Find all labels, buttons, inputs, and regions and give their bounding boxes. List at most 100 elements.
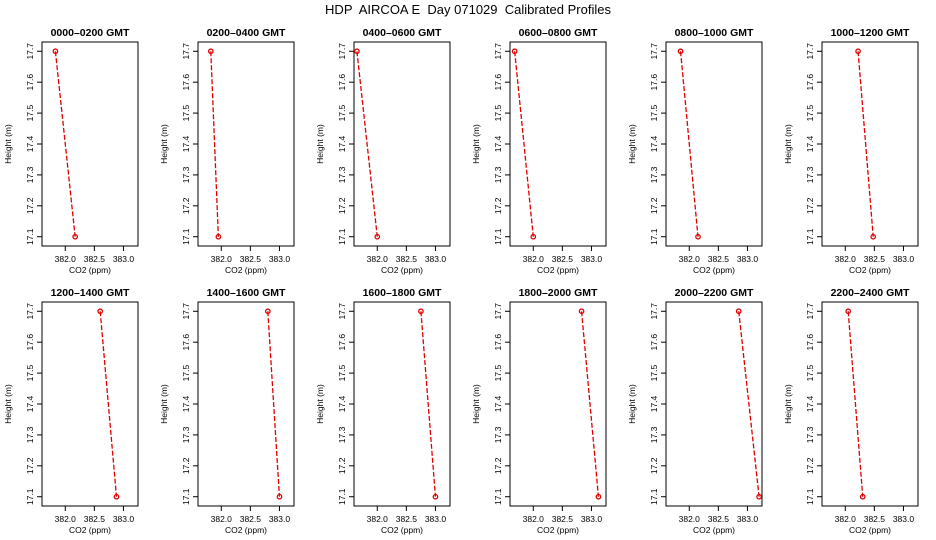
panel-title: 2000–2200 GMT — [675, 287, 754, 299]
x-tick-label: 382.5 — [84, 514, 106, 524]
plot-frame — [665, 41, 763, 247]
y-tick-label: 17.1 — [181, 228, 191, 245]
x-axis-label: CO2 (ppm) — [69, 265, 111, 275]
y-tick-label: 17.3 — [805, 426, 815, 443]
panel-title: 1800–2000 GMT — [519, 287, 598, 299]
profile-line — [738, 311, 760, 497]
y-tick-label: 17.4 — [805, 135, 815, 152]
data-point — [756, 493, 762, 500]
y-tick-label: 17.2 — [649, 197, 659, 214]
plot-frame — [665, 301, 763, 507]
y-tick-label: 17.5 — [805, 105, 815, 122]
y-tick-label: 17.7 — [337, 43, 347, 60]
y-tick-label: 17.3 — [493, 426, 503, 443]
y-tick-label: 17.6 — [181, 334, 191, 351]
panel-title: 1400–1600 GMT — [207, 287, 286, 299]
y-tick-label: 17.3 — [337, 426, 347, 443]
x-tick-label: 382.0 — [679, 514, 701, 524]
panel-7: 1200–1400 GMT 382.0 382.5 383.0 17.1 17.2 17.3… — [3, 287, 139, 535]
y-axis-label: Height (m) — [471, 124, 481, 164]
y-tick-label: 17.2 — [493, 197, 503, 214]
panel-1: 0000–0200 GMT 382.0 382.5 383.0 17.1 17.2 17.3… — [3, 27, 139, 275]
x-tick-label: 382.5 — [240, 254, 262, 264]
x-tick-label: 382.5 — [864, 514, 886, 524]
plot-frame — [821, 301, 919, 507]
panel-3: 0400–0600 GMT 382.0 382.5 383.0 17.1 17.2 17.3… — [315, 27, 451, 275]
panel-12: 2200–2400 GMT 382.0 382.5 383.0 17.1 17.2 17.3… — [783, 287, 919, 535]
x-tick-label: 383.0 — [737, 254, 759, 264]
y-tick-label: 17.4 — [25, 135, 35, 152]
y-axis-label: Height (m) — [783, 384, 793, 424]
x-tick-label: 383.0 — [269, 254, 291, 264]
y-tick-label: 17.2 — [649, 457, 659, 474]
y-axis-label: Height (m) — [159, 384, 169, 424]
panel-title: 0800–1000 GMT — [675, 27, 754, 39]
x-axis-label: CO2 (ppm) — [537, 525, 579, 535]
y-tick-label: 17.1 — [181, 488, 191, 505]
y-tick-label: 17.3 — [181, 166, 191, 183]
x-tick-label: 382.5 — [708, 514, 730, 524]
y-tick-label: 17.5 — [181, 365, 191, 382]
panel-5: 0800–1000 GMT 382.0 382.5 383.0 17.1 17.2 17.3… — [627, 27, 763, 275]
y-tick-label: 17.7 — [181, 43, 191, 60]
y-tick-label: 17.2 — [181, 457, 191, 474]
data-point — [432, 493, 439, 500]
y-tick-label: 17.7 — [25, 303, 35, 320]
panel-title: 1200–1400 GMT — [51, 287, 130, 299]
x-tick-label: 383.0 — [425, 514, 447, 524]
data-point — [595, 493, 602, 500]
panel-title: 1600–1800 GMT — [363, 287, 442, 299]
x-tick-label: 382.0 — [211, 254, 233, 264]
profile-line — [99, 311, 118, 497]
y-tick-label: 17.4 — [337, 395, 347, 412]
y-tick-label: 17.6 — [493, 334, 503, 351]
profile-line — [420, 311, 437, 497]
x-axis-label: CO2 (ppm) — [693, 265, 735, 275]
x-tick-label: 383.0 — [893, 514, 915, 524]
y-tick-label: 17.5 — [649, 105, 659, 122]
data-point — [845, 308, 852, 315]
y-tick-label: 17.5 — [25, 105, 35, 122]
x-tick-label: 382.5 — [240, 514, 262, 524]
y-tick-label: 17.6 — [649, 334, 659, 351]
y-axis-label: Height (m) — [783, 124, 793, 164]
y-tick-label: 17.2 — [181, 197, 191, 214]
y-tick-label: 17.4 — [25, 395, 35, 412]
profile-line — [514, 51, 534, 237]
panel-9: 1600–1800 GMT 382.0 382.5 383.0 17.1 17.2 17.3… — [315, 287, 451, 535]
y-tick-label: 17.3 — [337, 166, 347, 183]
y-tick-label: 17.5 — [493, 365, 503, 382]
x-tick-label: 383.0 — [269, 514, 291, 524]
plot-frame — [353, 301, 451, 507]
y-tick-label: 17.1 — [805, 228, 815, 245]
y-tick-label: 17.5 — [337, 365, 347, 382]
panel-2: 0200–0400 GMT 382.0 382.5 383.0 17.1 17.2 17.3… — [159, 27, 295, 275]
profile-line — [210, 51, 220, 237]
panel-11: 2000–2200 GMT 382.0 382.5 383.0 17.1 17.2 17.3… — [627, 287, 763, 535]
y-tick-label: 17.6 — [805, 334, 815, 351]
profile-line — [267, 311, 281, 497]
y-tick-label: 17.3 — [25, 426, 35, 443]
data-point — [855, 48, 861, 55]
y-axis-label: Height (m) — [627, 124, 637, 164]
x-tick-label: 382.0 — [679, 254, 701, 264]
x-tick-label: 382.0 — [835, 514, 857, 524]
panel-6: 1000–1200 GMT 382.0 382.5 383.0 17.1 17.2 17.3… — [783, 27, 919, 275]
x-tick-label: 382.0 — [55, 254, 77, 264]
y-tick-label: 17.7 — [337, 303, 347, 320]
data-point — [354, 48, 360, 55]
plot-frame — [41, 41, 139, 247]
panel-title: 0400–0600 GMT — [363, 27, 442, 39]
panel-4: 0600–0800 GMT 382.0 382.5 383.0 17.1 17.2 17.3… — [471, 27, 607, 275]
y-tick-label: 17.3 — [25, 166, 35, 183]
x-axis-label: CO2 (ppm) — [225, 525, 267, 535]
data-point — [215, 233, 222, 240]
y-tick-label: 17.3 — [649, 166, 659, 183]
plot-frame — [353, 41, 451, 247]
x-axis-label: CO2 (ppm) — [693, 525, 735, 535]
x-tick-label: 382.5 — [708, 254, 730, 264]
x-axis-label: CO2 (ppm) — [225, 265, 267, 275]
y-tick-label: 17.6 — [337, 334, 347, 351]
x-tick-label: 382.0 — [835, 254, 857, 264]
y-tick-label: 17.1 — [649, 228, 659, 245]
